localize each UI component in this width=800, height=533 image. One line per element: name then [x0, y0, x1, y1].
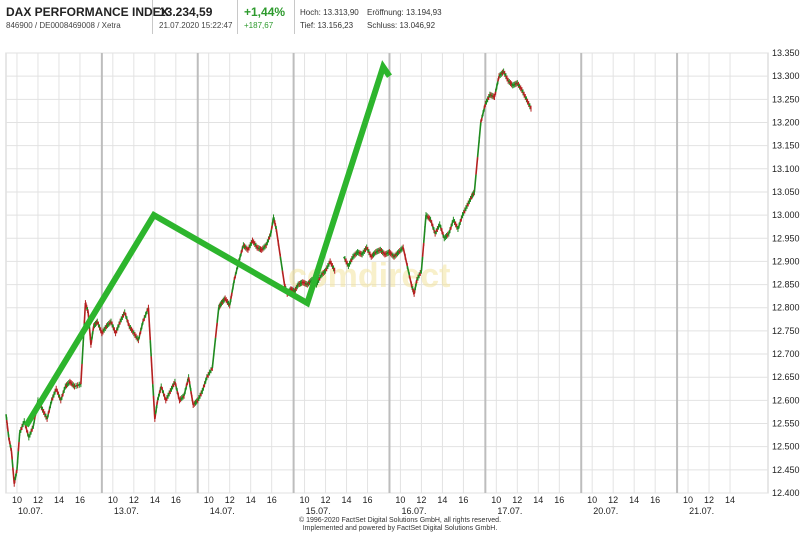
- change-absolute: +187,67: [244, 21, 274, 30]
- x-tick-hour: 10: [395, 495, 405, 505]
- copyright-line2: Implemented and powered by FactSet Digit…: [303, 525, 498, 532]
- change-percent: +1,44%: [244, 5, 286, 19]
- last-price: 13.234,59: [159, 5, 213, 19]
- x-tick-hour: 14: [150, 495, 160, 505]
- price-segment: [80, 363, 83, 385]
- y-tick-label: 13.050: [772, 187, 800, 197]
- x-tick-hour: 12: [512, 495, 522, 505]
- x-tick-hour: 10: [491, 495, 501, 505]
- y-tick-label: 13.250: [772, 94, 800, 104]
- y-tick-label: 13.200: [772, 117, 800, 127]
- y-tick-label: 12.850: [772, 280, 800, 290]
- prev-close: Schluss: 13.046,92: [367, 21, 436, 30]
- y-tick-label: 13.150: [772, 141, 800, 151]
- x-tick-hour: 10: [300, 495, 310, 505]
- day-high: Hoch: 13.313,90: [300, 8, 359, 17]
- x-tick-date: 21.07.: [689, 506, 714, 516]
- x-tick-date: 15.07.: [306, 506, 331, 516]
- x-tick-hour: 16: [171, 495, 181, 505]
- x-tick-date: 20.07.: [593, 506, 618, 516]
- instrument-header: DAX PERFORMANCE INDEX 846900 / DE0008469…: [0, 0, 800, 36]
- instrument-id: 846900 / DE0008469008 / Xetra: [6, 21, 121, 30]
- x-tick-hour: 10: [683, 495, 693, 505]
- x-tick-hour: 14: [437, 495, 447, 505]
- x-tick-date: 14.07.: [210, 506, 235, 516]
- x-tick-hour: 16: [75, 495, 85, 505]
- instrument-cell: DAX PERFORMANCE INDEX 846900 / DE0008469…: [0, 0, 169, 34]
- x-tick-hour: 12: [321, 495, 331, 505]
- instrument-name: DAX PERFORMANCE INDEX: [6, 5, 169, 19]
- x-tick-hour: 12: [704, 495, 714, 505]
- price-segment: [81, 343, 84, 364]
- y-tick-label: 12.450: [772, 465, 800, 475]
- x-tick-hour: 16: [554, 495, 564, 505]
- price-cell: 13.234,59 21.07.2020 15:22:47: [153, 0, 238, 34]
- trend-lines: [23, 60, 392, 428]
- x-tick-hour: 14: [725, 495, 735, 505]
- x-tick-hour: 10: [108, 495, 118, 505]
- x-tick-hour: 14: [629, 495, 639, 505]
- x-tick-hour: 10: [12, 495, 22, 505]
- x-tick-hour: 14: [246, 495, 256, 505]
- y-tick-label: 12.750: [772, 326, 800, 336]
- x-tick-hour: 16: [650, 495, 660, 505]
- x-tick-hour: 10: [204, 495, 214, 505]
- y-tick-label: 13.000: [772, 210, 800, 220]
- x-tick-date: 17.07.: [497, 506, 522, 516]
- x-tick-hour: 12: [33, 495, 43, 505]
- y-tick-label: 12.550: [772, 419, 800, 429]
- x-tick-date: 13.07.: [114, 506, 139, 516]
- trend-line: [23, 60, 392, 428]
- price-segment: [83, 303, 87, 324]
- x-tick-hour: 12: [608, 495, 618, 505]
- y-tick-label: 12.400: [772, 488, 800, 498]
- x-tick-hour: 12: [129, 495, 139, 505]
- x-tick-hour: 12: [416, 495, 426, 505]
- x-tick-hour: 14: [533, 495, 543, 505]
- copyright-line1: © 1996-2020 FactSet Digital Solutions Gm…: [299, 516, 501, 524]
- x-tick-hour: 14: [54, 495, 64, 505]
- price-datetime: 21.07.2020 15:22:47: [159, 21, 233, 30]
- y-tick-label: 12.950: [772, 233, 800, 243]
- x-tick-hour: 10: [587, 495, 597, 505]
- day-open: Eröffnung: 13.194,93: [367, 8, 442, 17]
- y-tick-label: 13.300: [772, 71, 800, 81]
- change-cell: +1,44% +187,67: [238, 0, 295, 34]
- x-tick-hour: 14: [342, 495, 352, 505]
- x-tick-date: 16.07.: [401, 506, 426, 516]
- y-tick-label: 12.800: [772, 303, 800, 313]
- y-tick-label: 12.500: [772, 442, 800, 452]
- y-tick-label: 12.900: [772, 256, 800, 266]
- day-low: Tief: 13.156,23: [300, 21, 354, 30]
- y-tick-label: 12.700: [772, 349, 800, 359]
- x-tick-hour: 12: [225, 495, 235, 505]
- chart-grid: [5, 52, 769, 494]
- y-tick-label: 13.100: [772, 164, 800, 174]
- y-tick-label: 12.600: [772, 395, 800, 405]
- x-tick-hour: 16: [267, 495, 277, 505]
- y-tick-label: 12.650: [772, 372, 800, 382]
- y-tick-label: 13.350: [772, 48, 800, 58]
- y-axis: 12.400 12.450 12.500 12.550 12.600 12.650 12.7…: [772, 48, 800, 498]
- x-tick-date: 10.07.: [18, 506, 43, 516]
- x-tick-hour: 16: [458, 495, 468, 505]
- x-tick-hour: 16: [363, 495, 373, 505]
